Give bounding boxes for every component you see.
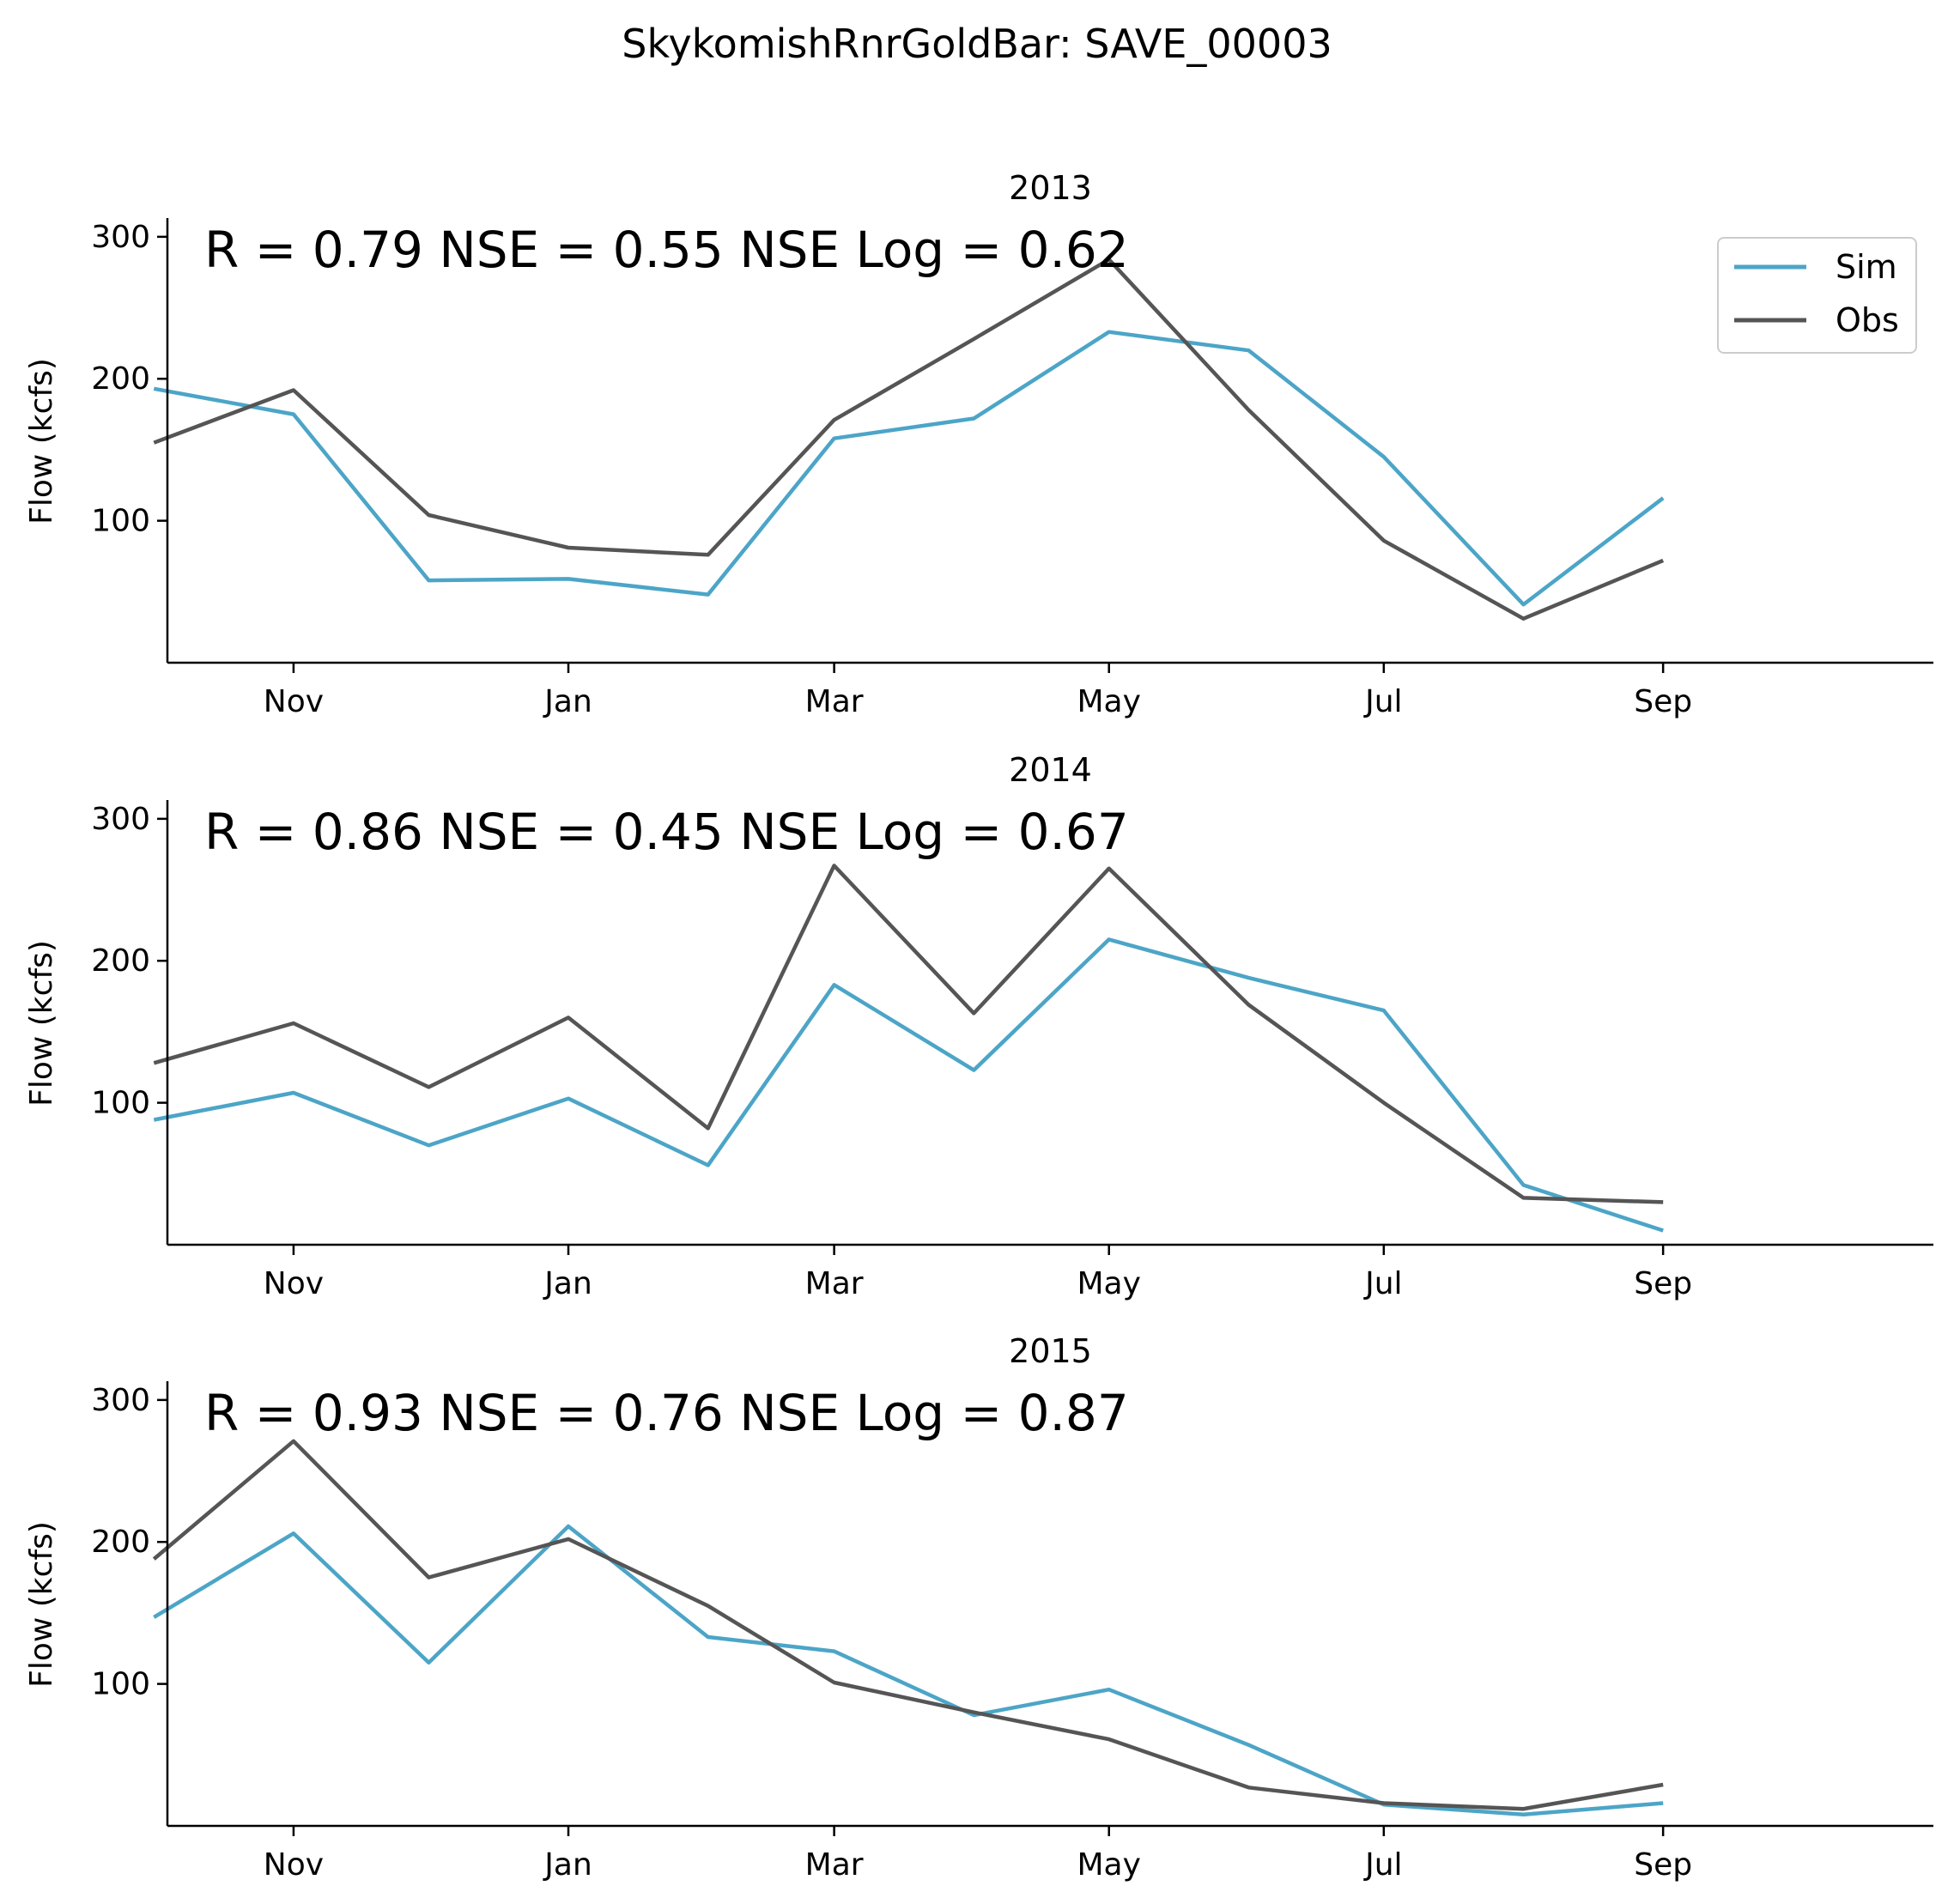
panel-2015: 2015 100 200 300 Nov Jan Mar May Jul Sep Flow (kcf… <box>24 1332 1933 1883</box>
series-line-obs <box>152 1439 1664 1811</box>
x-tick-label: Mar <box>805 1847 864 1883</box>
stats-annotation: R = 0.86 NSE = 0.45 NSE Log = 0.67 <box>204 803 1129 861</box>
y-tick-label: 100 <box>91 1086 150 1121</box>
series-line-sim <box>153 330 1665 607</box>
x-tick-label: May <box>1077 1266 1140 1301</box>
x-tick-label: Nov <box>264 684 324 719</box>
panel-title: 2014 <box>1009 751 1092 789</box>
x-tick-label: Nov <box>264 1847 324 1883</box>
y-tick-label: 200 <box>91 943 150 979</box>
x-tick-label: Jul <box>1363 1266 1402 1301</box>
chart-panels: 2013 100 200 300 Nov Jan Mar May Jul Sep Flow (kcf… <box>24 169 1933 1883</box>
x-tick-label: May <box>1077 1847 1140 1883</box>
panel-title: 2015 <box>1009 1332 1092 1370</box>
x-tick-label: Jan <box>543 1847 592 1883</box>
x-tick-label: Mar <box>805 684 864 719</box>
y-tick-label: 300 <box>91 220 150 255</box>
legend-label-sim: Sim <box>1836 248 1897 286</box>
y-axis-label: Flow (kcfs) <box>24 940 59 1107</box>
y-axis-label: Flow (kcfs) <box>24 1521 59 1688</box>
x-tick-label: Nov <box>264 1266 324 1301</box>
y-tick-label: 200 <box>91 1525 150 1560</box>
y-tick-label: 100 <box>91 504 150 539</box>
x-tick-label: Sep <box>1634 684 1692 719</box>
figure-title: SkykomishRnrGoldBar: SAVE_00003 <box>622 21 1332 67</box>
series-line-obs <box>153 258 1665 621</box>
x-tick-label: Sep <box>1634 1847 1692 1883</box>
x-tick-label: Jan <box>543 1266 592 1301</box>
series-line-sim <box>153 1524 1664 1817</box>
panel-2013: 2013 100 200 300 Nov Jan Mar May Jul Sep Flow (kcf… <box>24 169 1933 719</box>
panel-2014: 2014 100 200 300 Nov Jan Mar May Jul Sep Flow (kcf… <box>24 751 1933 1301</box>
series-line-sim <box>153 937 1664 1233</box>
x-tick-label: Jul <box>1363 1847 1402 1883</box>
series-line-obs <box>153 864 1664 1204</box>
y-tick-label: 300 <box>91 802 150 837</box>
x-tick-label: May <box>1077 684 1140 719</box>
y-tick-label: 300 <box>91 1383 150 1418</box>
stats-annotation: R = 0.79 NSE = 0.55 NSE Log = 0.62 <box>204 221 1129 279</box>
x-tick-label: Jan <box>543 684 592 719</box>
y-tick-label: 200 <box>91 361 150 397</box>
stats-annotation: R = 0.93 NSE = 0.76 NSE Log = 0.87 <box>204 1384 1129 1442</box>
legend: Sim Obs <box>1717 237 1917 354</box>
x-tick-label: Sep <box>1634 1266 1692 1301</box>
panel-title: 2013 <box>1009 169 1092 207</box>
y-axis-label: Flow (kcfs) <box>24 358 59 525</box>
x-tick-label: Jul <box>1363 684 1402 719</box>
y-tick-label: 100 <box>91 1667 150 1702</box>
x-tick-label: Mar <box>805 1266 864 1301</box>
legend-label-obs: Obs <box>1836 301 1899 339</box>
